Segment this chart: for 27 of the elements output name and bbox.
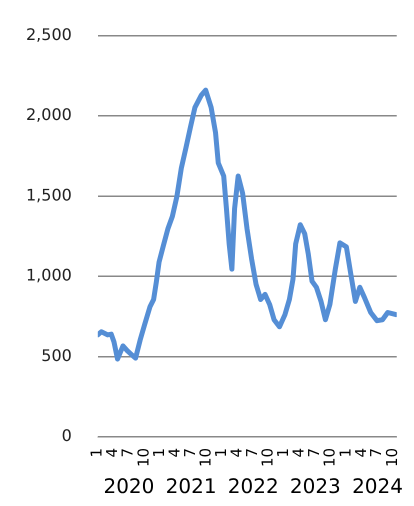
y-tick-label: 2,500 bbox=[26, 24, 72, 44]
y-tick-label: 1,500 bbox=[26, 185, 72, 204]
text: 2023 bbox=[290, 474, 341, 498]
x-tick-label: 4 bbox=[103, 448, 122, 458]
x-tick-label: 10 bbox=[258, 448, 277, 468]
x-tick-label: 7 bbox=[367, 448, 386, 458]
x-tick-label: 1 bbox=[88, 448, 106, 458]
x-tick-label: 7 bbox=[242, 448, 261, 458]
x-tick-label: 10 bbox=[320, 448, 339, 468]
y-tick-label: 2,000 bbox=[26, 105, 72, 124]
x-tick-label: 7 bbox=[118, 448, 137, 458]
x-tick-label: 4 bbox=[165, 448, 184, 458]
text: 2021 bbox=[166, 474, 217, 498]
x-tick-label: 10 bbox=[196, 448, 214, 468]
text: 2024 bbox=[352, 474, 403, 498]
text: 2020 bbox=[103, 474, 154, 498]
x-tick-label: 7 bbox=[304, 448, 323, 458]
text: 2022 bbox=[228, 474, 279, 498]
x-tick-label: 4 bbox=[352, 448, 370, 458]
x-tick-label: 1 bbox=[150, 448, 168, 458]
y-tick-label: 0 bbox=[62, 426, 72, 446]
x-tick-label: 10 bbox=[382, 448, 401, 468]
x-tick-label: 7 bbox=[180, 448, 199, 458]
x-tick-label: 10 bbox=[134, 448, 152, 468]
y-tick-label: 1,000 bbox=[26, 266, 72, 285]
y-tick-label: 500 bbox=[41, 346, 72, 365]
x-tick-label: 1 bbox=[336, 448, 354, 458]
